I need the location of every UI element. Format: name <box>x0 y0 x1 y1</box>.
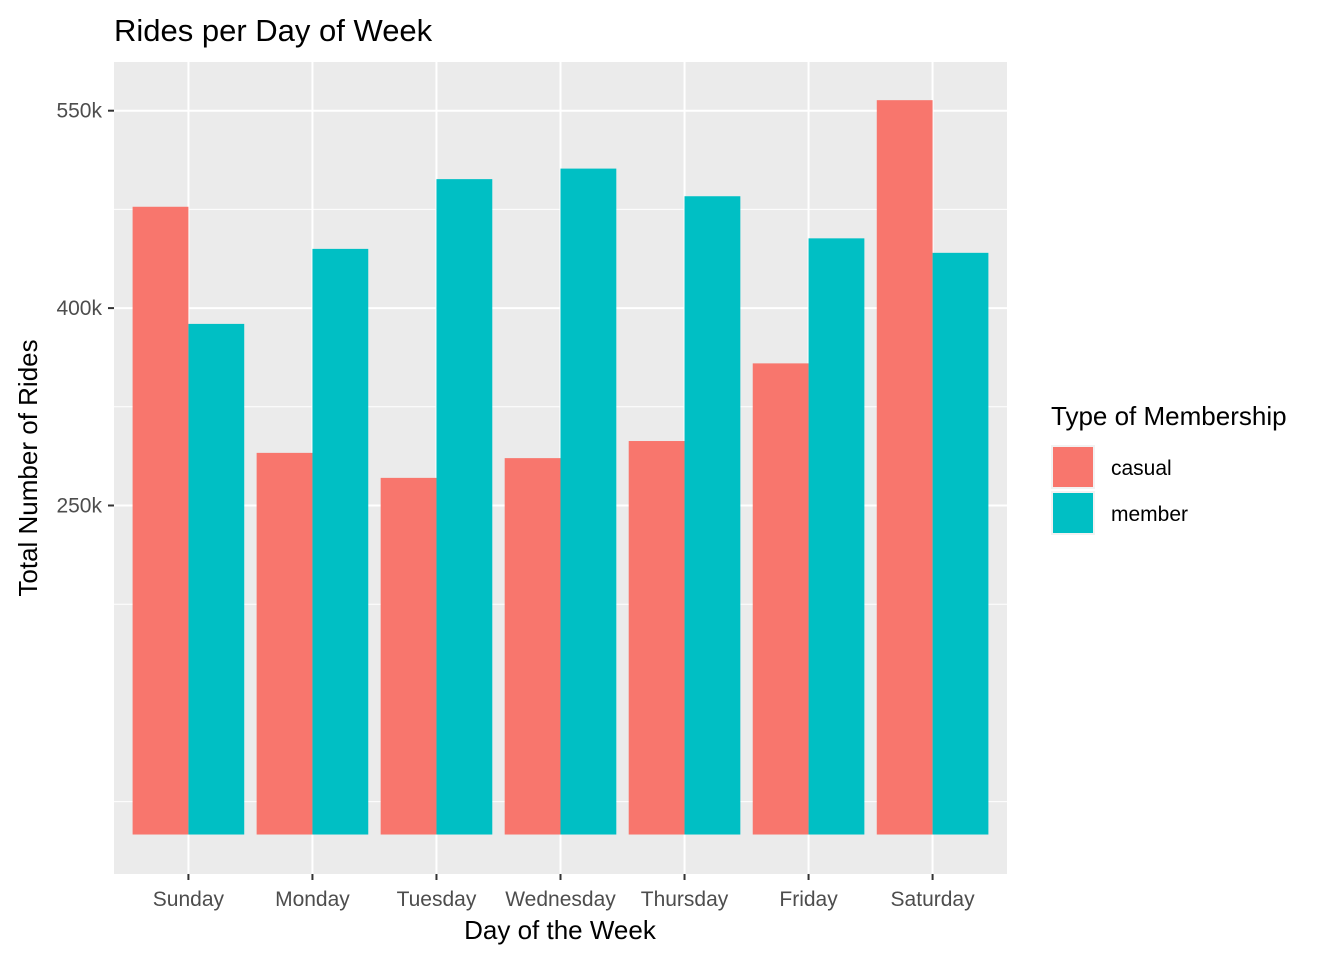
x-tick-label: Monday <box>275 888 350 911</box>
bar-member-tuesday <box>436 179 492 834</box>
x-tick-label: Tuesday <box>397 888 477 911</box>
y-axis-title: Total Number of Rides <box>13 339 43 596</box>
bar-member-wednesday <box>561 169 617 835</box>
y-tick-label: 550k <box>56 100 102 123</box>
legend-key-member <box>1053 493 1093 533</box>
legend-label-member: member <box>1111 503 1188 526</box>
bar-casual-friday <box>753 363 809 834</box>
bar-casual-thursday <box>629 441 685 834</box>
legend: Type of Membership casual member <box>1051 401 1287 535</box>
bar-casual-saturday <box>877 100 933 834</box>
y-tick-label: 400k <box>56 297 102 320</box>
legend-key-casual <box>1053 447 1093 487</box>
x-axis: Sunday Monday Tuesday Wednesday Thursday Frid… <box>153 874 975 911</box>
x-tick-label: Sunday <box>153 888 225 911</box>
bar-member-friday <box>809 238 865 834</box>
x-tick-label: Wednesday <box>505 888 616 911</box>
x-tick-label: Friday <box>779 888 838 911</box>
bar-member-sunday <box>188 324 244 835</box>
bar-member-monday <box>312 249 368 835</box>
bar-casual-tuesday <box>381 478 437 835</box>
x-axis-title: Day of the Week <box>464 915 657 945</box>
bar-casual-sunday <box>133 207 189 835</box>
legend-label-casual: casual <box>1111 457 1172 480</box>
x-tick-label: Saturday <box>891 888 976 911</box>
x-tick-label: Thursday <box>641 888 729 911</box>
bar-member-thursday <box>685 196 741 834</box>
y-axis: 250k 400k 550k <box>56 100 114 518</box>
legend-title: Type of Membership <box>1051 401 1287 431</box>
chart-title: Rides per Day of Week <box>114 13 433 48</box>
bar-casual-wednesday <box>505 458 561 834</box>
bar-casual-monday <box>257 453 313 835</box>
bar-member-saturday <box>933 253 989 835</box>
y-tick-label: 250k <box>56 495 102 518</box>
